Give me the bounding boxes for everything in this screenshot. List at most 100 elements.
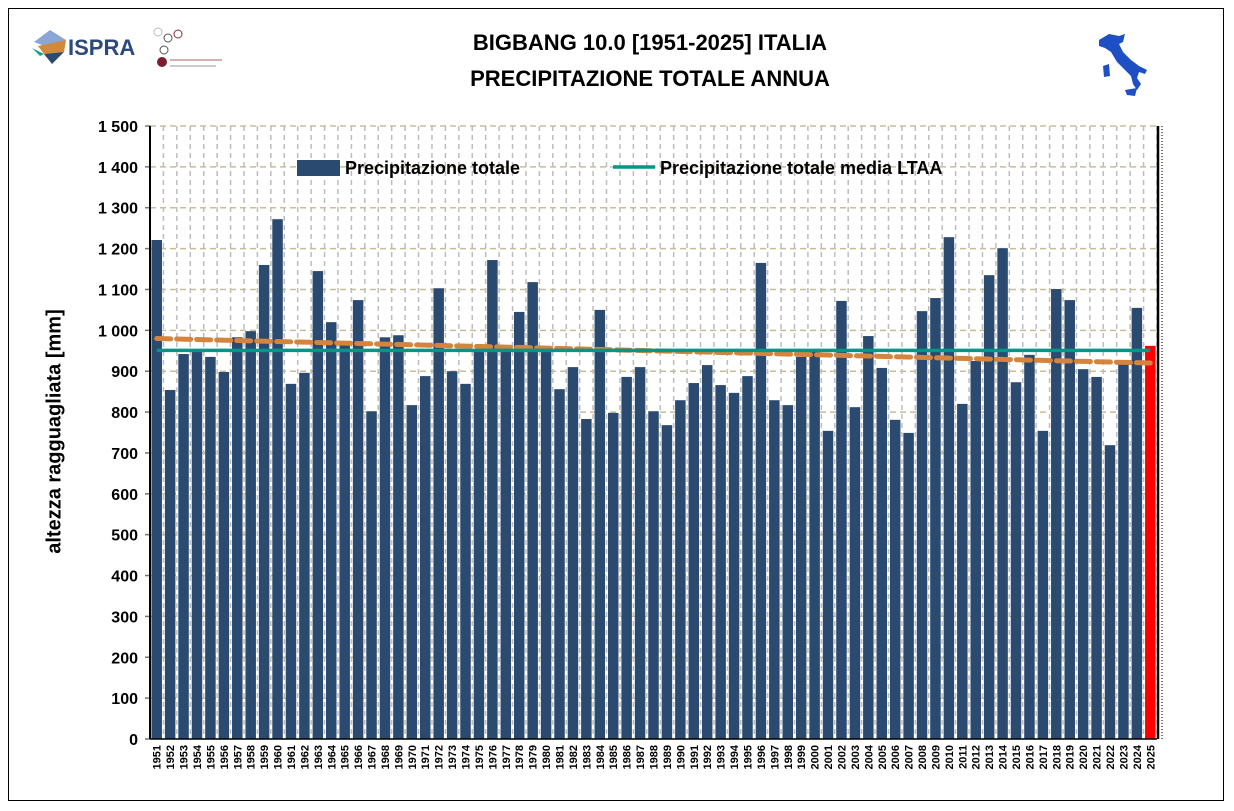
bar-1999 [795, 356, 807, 739]
x-tick-label: 2018 [1051, 745, 1063, 769]
y-tick-label: 1 400 [98, 160, 138, 177]
y-tick-label: 1 100 [98, 282, 138, 299]
x-tick-label: 1979 [528, 745, 540, 769]
bar-2015 [1010, 382, 1022, 739]
x-tick-label: 2011 [957, 745, 969, 769]
bar-2025 [1145, 345, 1156, 739]
x-tick-label: 1968 [380, 745, 392, 769]
x-tick-label: 2022 [1105, 745, 1117, 769]
x-tick-label: 1983 [581, 745, 593, 769]
bar-1971 [419, 376, 431, 739]
y-tick-label: 400 [111, 569, 138, 586]
x-tick-label: 1967 [367, 745, 379, 769]
bar-1965 [339, 345, 350, 739]
y-tick-label: 800 [111, 405, 138, 422]
bar-2023 [1118, 362, 1129, 739]
x-tick-label: 1973 [447, 745, 459, 769]
x-tick-label: 2012 [971, 745, 983, 769]
x-tick-label: 2008 [917, 745, 929, 769]
bar-1981 [554, 389, 565, 739]
bar-1968 [379, 337, 391, 739]
legend-bar-label: Precipitazione totale [345, 158, 520, 178]
bar-1985 [607, 412, 619, 739]
x-tick-label: 1977 [501, 745, 513, 769]
x-tick-label: 1955 [205, 745, 217, 769]
bar-1996 [755, 262, 767, 739]
x-tick-label: 1984 [595, 744, 607, 769]
bar-1955 [205, 356, 216, 739]
x-tick-label: 2006 [890, 745, 902, 769]
x-tick-label: 1970 [407, 745, 419, 769]
bar-2020 [1077, 369, 1089, 739]
bar-2013 [983, 275, 995, 739]
bar-1954 [191, 351, 203, 739]
y-tick-label: 300 [111, 609, 138, 626]
x-tick-label: 1996 [756, 745, 768, 769]
partner-logo [153, 27, 222, 67]
legend: Precipitazione totale Precipitazione tota… [297, 158, 942, 178]
x-tick-label: 1991 [689, 745, 701, 769]
bar-2000 [809, 351, 820, 739]
x-tick-label: 2003 [850, 745, 862, 769]
bar-1970 [406, 405, 418, 739]
bar-2011 [957, 403, 968, 739]
bar-1960 [272, 219, 283, 739]
bar-2014 [997, 248, 1008, 739]
bar-2004 [863, 336, 874, 739]
x-tick-label: 1964 [326, 744, 338, 769]
bar-2001 [822, 430, 834, 739]
x-tick-label: 2007 [904, 745, 916, 769]
bar-1969 [393, 335, 404, 739]
bar-1986 [621, 376, 632, 739]
bar-2010 [943, 237, 955, 739]
y-tick-label: 600 [111, 487, 138, 504]
x-tick-label: 1971 [420, 745, 432, 769]
italy-map-icon [1099, 34, 1147, 96]
bar-2005 [876, 367, 888, 739]
x-tick-label: 1972 [434, 745, 446, 769]
x-tick-label: 1962 [299, 745, 311, 769]
x-tick-label: 1954 [192, 744, 204, 769]
x-tick-label: 1961 [286, 745, 298, 769]
x-tick-label: 1958 [246, 745, 258, 769]
x-tick-label: 2024 [1132, 744, 1144, 769]
x-tick-label: 2017 [1038, 745, 1050, 769]
x-tick-label: 1995 [742, 745, 754, 769]
x-tick-label: 1975 [474, 745, 486, 769]
x-tick-label: 1957 [232, 745, 244, 769]
x-tick-label: 2016 [1024, 745, 1036, 769]
x-tick-label: 1990 [675, 745, 687, 769]
chart-frame [8, 8, 1224, 801]
x-tick-label: 1953 [179, 745, 191, 769]
bar-1979 [527, 282, 538, 739]
x-tick-label: 2005 [877, 745, 889, 769]
bar-2007 [903, 432, 914, 739]
x-tick-label: 1969 [393, 745, 405, 769]
y-tick-label: 1 000 [98, 323, 138, 340]
x-tick-label: 2001 [823, 745, 835, 769]
bar-1972 [433, 288, 444, 739]
bar-1961 [285, 383, 297, 739]
x-tick-label: 1959 [259, 745, 271, 769]
x-tick-label: 1985 [608, 745, 620, 769]
bar-1984 [594, 309, 606, 739]
trend-line [154, 336, 1153, 366]
bar-2003 [849, 407, 861, 739]
x-tick-label: 1992 [702, 745, 714, 769]
bar-1983 [581, 419, 592, 739]
bar-1994 [728, 392, 740, 739]
bar-1977 [500, 350, 512, 739]
y-tick-label: 0 [129, 732, 138, 749]
bar-1962 [299, 372, 310, 739]
bar-1957 [232, 337, 243, 739]
x-tick-label: 1989 [662, 745, 674, 769]
x-tick-label: 1987 [635, 745, 647, 769]
x-tick-label: 1976 [487, 745, 499, 769]
bar-2019 [1064, 300, 1075, 739]
bar-1953 [178, 354, 189, 739]
bar-2022 [1104, 445, 1116, 739]
bar-2021 [1091, 376, 1102, 739]
x-tick-label: 2000 [810, 745, 822, 769]
x-tick-label: 2014 [998, 744, 1010, 769]
